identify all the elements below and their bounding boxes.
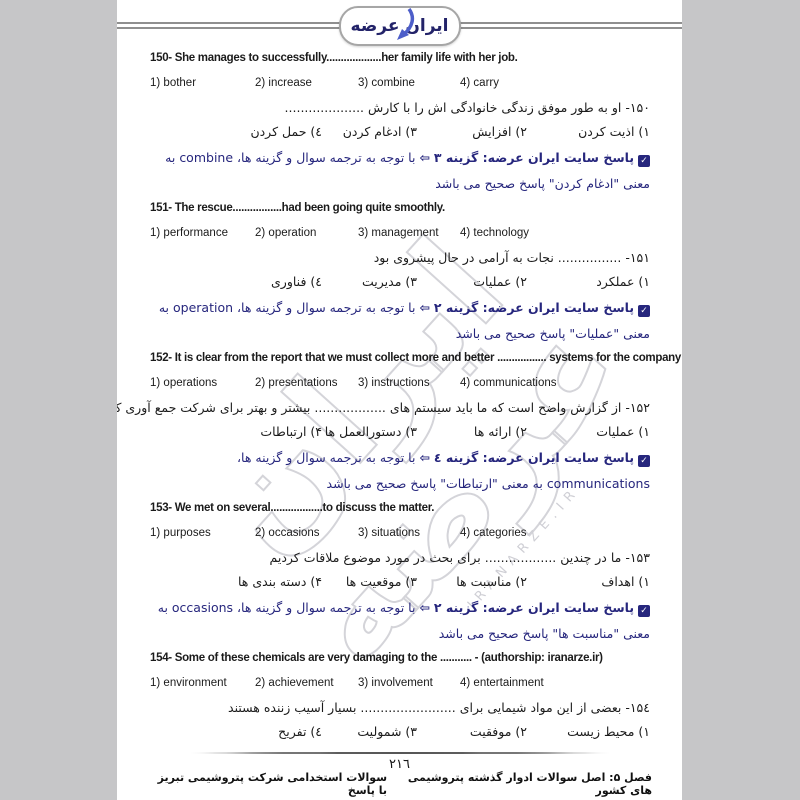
footer: فصل ۵: اصل سوالات ادوار گذشته پتروشیمی ه… xyxy=(150,771,652,797)
footer-book-title: سوالات استخدامی شرکت پتروشیمی تبریز با پ… xyxy=(157,771,388,797)
answer-note: ✓ پاسخ سایت ایران عرضه: گزینه ٤ ⇦ با توج… xyxy=(150,445,650,496)
options-row-fa: ۱) عملیات ۲) ارائه ها ۳) دستورالعمل ها ۴… xyxy=(150,420,650,445)
option-en-3: 3) involvement xyxy=(358,676,433,689)
options-row-en: 1) bother 2) increase 3) combine 4) carr… xyxy=(150,71,650,96)
question-text-fa: ۱۵۱- ................ نجات به آرامی در ح… xyxy=(373,249,650,265)
option-fa-3: ۳) شمولیت xyxy=(357,724,417,740)
answer-prefix: پاسخ سایت ایران عرضه: گزینه ۲ xyxy=(433,300,635,316)
option-fa-4: ٤) حمل کردن xyxy=(250,124,322,140)
options-row-en: 1) operations 2) presentations 3) instru… xyxy=(150,371,650,396)
options-row-en: 1) environment 2) achievement 3) involve… xyxy=(150,671,650,696)
options-row-fa: ۱) محیط زیست ۲) موفقیت ۳) شمولیت ٤) تفری… xyxy=(150,720,650,745)
option-fa-2: ۲) موفقیت xyxy=(469,724,527,740)
question-text-en: 152- It is clear from the report that we… xyxy=(150,352,681,364)
option-fa-4: ۴) ارتباطات xyxy=(260,424,322,440)
option-en-3: 3) combine xyxy=(358,76,415,89)
question-block-154: 154- Some of these chemicals are very da… xyxy=(150,646,650,745)
answer-body: با توجه به ترجمه سوال و گزینه ها، commun… xyxy=(237,450,650,491)
option-fa-2: ۲) ارائه ها xyxy=(473,424,527,440)
question-text-en: 151- The rescue.................had been… xyxy=(150,202,445,214)
option-en-1: 1) purposes xyxy=(150,526,211,539)
option-en-4: 4) entertainment xyxy=(460,676,544,689)
questions-area: 150- She manages to successfully........… xyxy=(117,46,681,745)
question-text-fa: ۱۵۰- او به طور موفق زندگی خانوادگی اش را… xyxy=(284,99,650,115)
question-text-fa: ۱۵٤- بعضی از این مواد شیمایی برای ......… xyxy=(228,699,650,715)
option-fa-1: ۱) محیط زیست xyxy=(567,724,650,740)
option-en-1: 1) operations xyxy=(150,376,218,389)
arrow-left-icon: ⇦ xyxy=(419,150,430,166)
footer-chapter-title: فصل ۵: اصل سوالات ادوار گذشته پتروشیمی ه… xyxy=(407,771,652,797)
option-fa-1: ۱) عملکرد xyxy=(596,274,650,290)
question-block-152: 152- It is clear from the report that we… xyxy=(117,346,681,496)
question-text-en: 153- We met on several..................… xyxy=(150,502,435,514)
options-row-fa: ۱) اذیت کردن ۲) افزایش ۳) ادغام کردن ٤) … xyxy=(150,120,650,145)
check-icon: ✓ xyxy=(638,605,650,618)
option-en-2: 2) operation xyxy=(255,226,317,239)
options-row-fa: ۱) اهداف ۲) مناسبت ها ۳) موقعیت ها ۴) دس… xyxy=(150,570,650,595)
option-en-4: 4) communications xyxy=(460,376,557,389)
option-fa-2: ۲) افزایش xyxy=(472,124,527,140)
option-fa-3: ۳) ادغام کردن xyxy=(342,124,417,140)
option-fa-2: ۲) عملیات xyxy=(473,274,527,290)
arrow-left-icon: ⇦ xyxy=(419,450,430,466)
answer-body: با توجه به ترجمه سوال و گزینه ها، operat… xyxy=(158,300,650,341)
option-en-1: 1) bother xyxy=(150,76,197,89)
check-icon: ✓ xyxy=(638,455,650,468)
option-fa-1: ۱) اهداف xyxy=(601,574,650,590)
answer-note: ✓ پاسخ سایت ایران عرضه: گزینه ۲ ⇦ با توج… xyxy=(150,295,650,346)
option-fa-3: ۳) مدیریت xyxy=(362,274,417,290)
answer-note: ✓ پاسخ سایت ایران عرضه: گزینه ۳ ⇦ با توج… xyxy=(150,145,650,196)
iranarze-logo: ایران عرضه xyxy=(338,6,461,46)
options-row-en: 1) performance 2) operation 3) managemen… xyxy=(150,221,650,246)
option-en-2: 2) achievement xyxy=(255,676,334,689)
question-block-151: 151- The rescue.................had been… xyxy=(150,196,650,346)
option-en-1: 1) environment xyxy=(150,676,227,689)
option-en-4: 4) carry xyxy=(460,76,499,89)
option-fa-4: ٤) تفریح xyxy=(278,724,322,740)
option-fa-4: ٤) فناوری xyxy=(271,274,322,290)
question-text-en: 154- Some of these chemicals are very da… xyxy=(150,652,603,664)
option-en-2: 2) increase xyxy=(255,76,312,89)
answer-note: ✓ پاسخ سایت ایران عرضه: گزینه ۲ ⇦ با توج… xyxy=(150,595,650,646)
option-fa-1: ۱) اذیت کردن xyxy=(578,124,650,140)
question-text-fa: ۱۵۲- از گزارش واضح است که ما باید سیستم … xyxy=(117,399,650,415)
option-fa-2: ۲) مناسبت ها xyxy=(456,574,527,590)
answer-prefix: پاسخ سایت ایران عرضه: گزینه ٤ xyxy=(433,450,635,466)
question-text-en: 150- She manages to successfully........… xyxy=(150,52,518,64)
answer-prefix: پاسخ سایت ایران عرضه: گزینه ۳ xyxy=(433,150,635,166)
option-en-4: 4) categories xyxy=(460,526,527,539)
question-block-150: 150- She manages to successfully........… xyxy=(150,46,650,196)
option-fa-3: ۳) دستورالعمل ها xyxy=(324,424,417,440)
answer-prefix: پاسخ سایت ایران عرضه: گزینه ۲ xyxy=(433,600,635,616)
document-sheet: ایران عرضه ایران عرضه IRANARZE.IR 150- S… xyxy=(117,0,682,800)
answer-body: با توجه به ترجمه سوال و گزینه ها، occasi… xyxy=(157,600,650,641)
logo-text: ایران عرضه xyxy=(350,16,449,36)
option-en-2: 2) occasions xyxy=(255,526,320,539)
footer-rule xyxy=(189,752,610,754)
arrow-left-icon: ⇦ xyxy=(419,300,430,316)
option-en-4: 4) technology xyxy=(460,226,530,239)
option-fa-1: ۱) عملیات xyxy=(596,424,650,440)
option-en-1: 1) performance xyxy=(150,226,228,239)
page-number: ٢١٦ xyxy=(389,757,410,772)
question-block-153: 153- We met on several..................… xyxy=(150,496,650,646)
check-icon: ✓ xyxy=(638,155,650,168)
option-en-3: 3) management xyxy=(358,226,439,239)
option-en-2: 2) presentations xyxy=(255,376,338,389)
question-text-fa: ۱۵۳- ما در چندین .................. برای… xyxy=(269,549,650,565)
option-en-3: 3) instructions xyxy=(358,376,430,389)
check-icon: ✓ xyxy=(638,305,650,318)
options-row-en: 1) purposes 2) occasions 3) situations 4… xyxy=(150,521,650,546)
option-fa-4: ۴) دسته بندی ها xyxy=(237,574,322,590)
arrow-left-icon: ⇦ xyxy=(419,600,430,616)
options-row-fa: ۱) عملکرد ۲) عملیات ۳) مدیریت ٤) فناوری xyxy=(150,270,650,295)
option-fa-3: ۳) موقعیت ها xyxy=(345,574,417,590)
option-en-3: 3) situations xyxy=(358,526,421,539)
answer-body: با توجه به ترجمه سوال و گزینه ها، combin… xyxy=(165,150,650,191)
